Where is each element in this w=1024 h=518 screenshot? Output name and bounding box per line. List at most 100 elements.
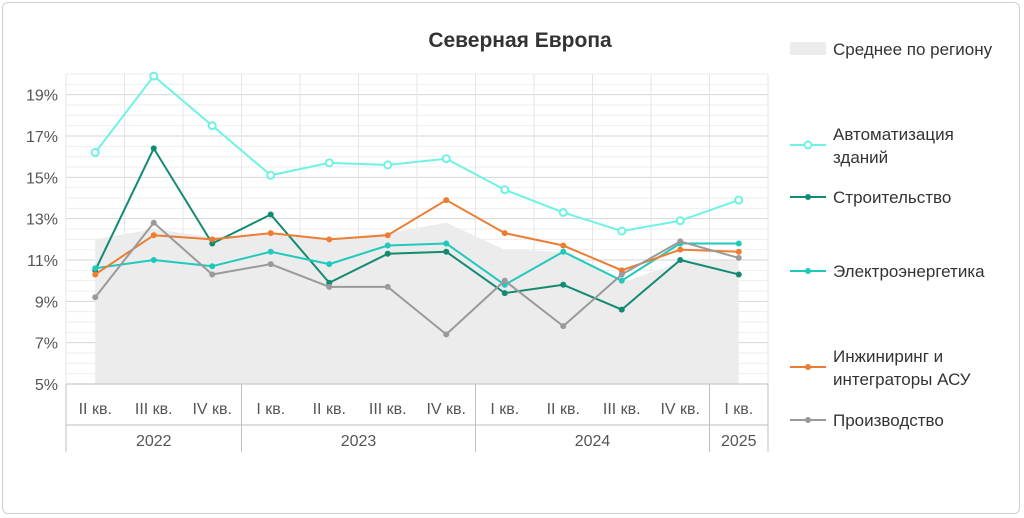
data-point	[734, 195, 744, 205]
data-point	[209, 271, 216, 278]
data-point	[324, 158, 334, 168]
data-point	[384, 250, 391, 257]
legend-swatch-area	[790, 42, 826, 55]
legend-item-5: Инжиниринг и интеграторы АСУ	[790, 347, 971, 389]
data-point	[209, 263, 216, 270]
data-point	[560, 248, 567, 255]
data-point	[209, 240, 216, 247]
x-tick-quarter: II кв.	[547, 401, 580, 418]
y-tick-label: 9%	[35, 294, 58, 311]
y-tick-label: 13%	[26, 212, 58, 229]
x-tick-quarter: I кв.	[256, 401, 285, 418]
data-point	[209, 236, 216, 243]
data-point	[618, 306, 625, 313]
data-point	[267, 248, 274, 255]
data-point	[558, 207, 568, 217]
data-point	[266, 170, 276, 180]
data-point	[441, 154, 451, 164]
x-tick-quarter: III кв.	[603, 401, 641, 418]
x-tick-quarter: I кв.	[724, 401, 753, 418]
legend-marker	[805, 364, 811, 370]
data-point	[267, 261, 274, 268]
data-point	[443, 331, 450, 338]
x-tick-year: 2024	[575, 433, 611, 450]
data-point	[677, 238, 684, 245]
series-line	[94, 75, 740, 233]
data-point	[326, 261, 333, 268]
data-point	[560, 323, 567, 330]
legend-marker	[805, 268, 811, 274]
legend-label: интеграторы АСУ	[833, 370, 971, 389]
data-point	[326, 279, 333, 286]
data-point	[326, 236, 333, 243]
x-tick-quarter: III кв.	[369, 401, 407, 418]
data-point	[92, 265, 99, 272]
y-tick-label: 11%	[27, 253, 58, 270]
area-regional-average	[95, 222, 739, 384]
legend-item-3: Строительство	[790, 188, 951, 207]
data-point	[735, 271, 742, 278]
x-tick-quarter: IV кв.	[192, 401, 232, 418]
legend-label: Электроэнергетика	[833, 262, 985, 281]
x-tick-year: 2023	[341, 433, 377, 450]
y-tick-label: 19%	[26, 88, 58, 105]
data-point	[267, 211, 274, 218]
y-tick-label: 7%	[35, 336, 58, 353]
legend-label: Инжиниринг и	[833, 347, 943, 366]
series-lines	[90, 71, 744, 338]
legend-item-2: Автоматизация зданий	[790, 125, 954, 167]
data-point	[207, 121, 217, 131]
data-point	[560, 242, 567, 249]
data-point	[150, 232, 157, 239]
data-point	[618, 277, 625, 284]
y-tick-label: 15%	[26, 170, 58, 187]
regional-average-area	[95, 222, 739, 384]
data-point	[326, 283, 333, 290]
data-point	[677, 257, 684, 263]
data-point	[90, 148, 100, 158]
data-point	[149, 71, 159, 81]
x-tick-quarter: II кв.	[79, 401, 112, 418]
series-5	[92, 219, 742, 338]
series-4	[92, 197, 742, 278]
data-point	[150, 145, 157, 152]
x-tick-year: 2022	[136, 433, 172, 450]
series-line	[94, 221, 740, 336]
x-tick-quarter: I кв.	[490, 401, 519, 418]
data-point	[500, 185, 510, 195]
data-point	[501, 230, 508, 237]
data-point	[443, 248, 450, 255]
series-2	[92, 145, 742, 313]
data-point	[617, 226, 627, 236]
data-point	[560, 281, 567, 288]
x-tick-quarter: IV кв.	[660, 401, 700, 418]
legend-label: Автоматизация	[833, 125, 954, 144]
legend-item-6: Производство	[790, 411, 944, 430]
axes: 5% 7% 9% 11% 13% 15% 17% 19% II кв. III кв. IV кв.…	[26, 88, 769, 452]
data-point	[384, 232, 391, 239]
legend-marker	[805, 417, 811, 423]
data-point	[443, 240, 450, 247]
series-line	[94, 199, 739, 276]
data-point	[92, 271, 99, 278]
data-point	[675, 216, 685, 226]
x-tick-year: 2025	[721, 433, 757, 450]
legend-label: Среднее по региону	[833, 40, 993, 59]
data-point	[92, 294, 99, 301]
legend-label: зданий	[833, 148, 888, 167]
data-point	[383, 160, 393, 170]
legend-marker	[803, 140, 813, 150]
data-point	[735, 240, 742, 247]
data-point	[384, 242, 391, 249]
data-point	[443, 197, 450, 204]
legend-item-4: Электроэнергетика	[790, 262, 985, 281]
x-tick-quarter: II кв.	[313, 401, 346, 418]
data-point	[501, 290, 508, 297]
chart-title: Северная Европа	[428, 29, 612, 52]
data-point	[501, 277, 508, 284]
x-tick-quarter: III кв.	[135, 401, 173, 418]
data-point	[150, 219, 157, 226]
series-line	[94, 147, 739, 311]
data-point	[735, 248, 742, 255]
